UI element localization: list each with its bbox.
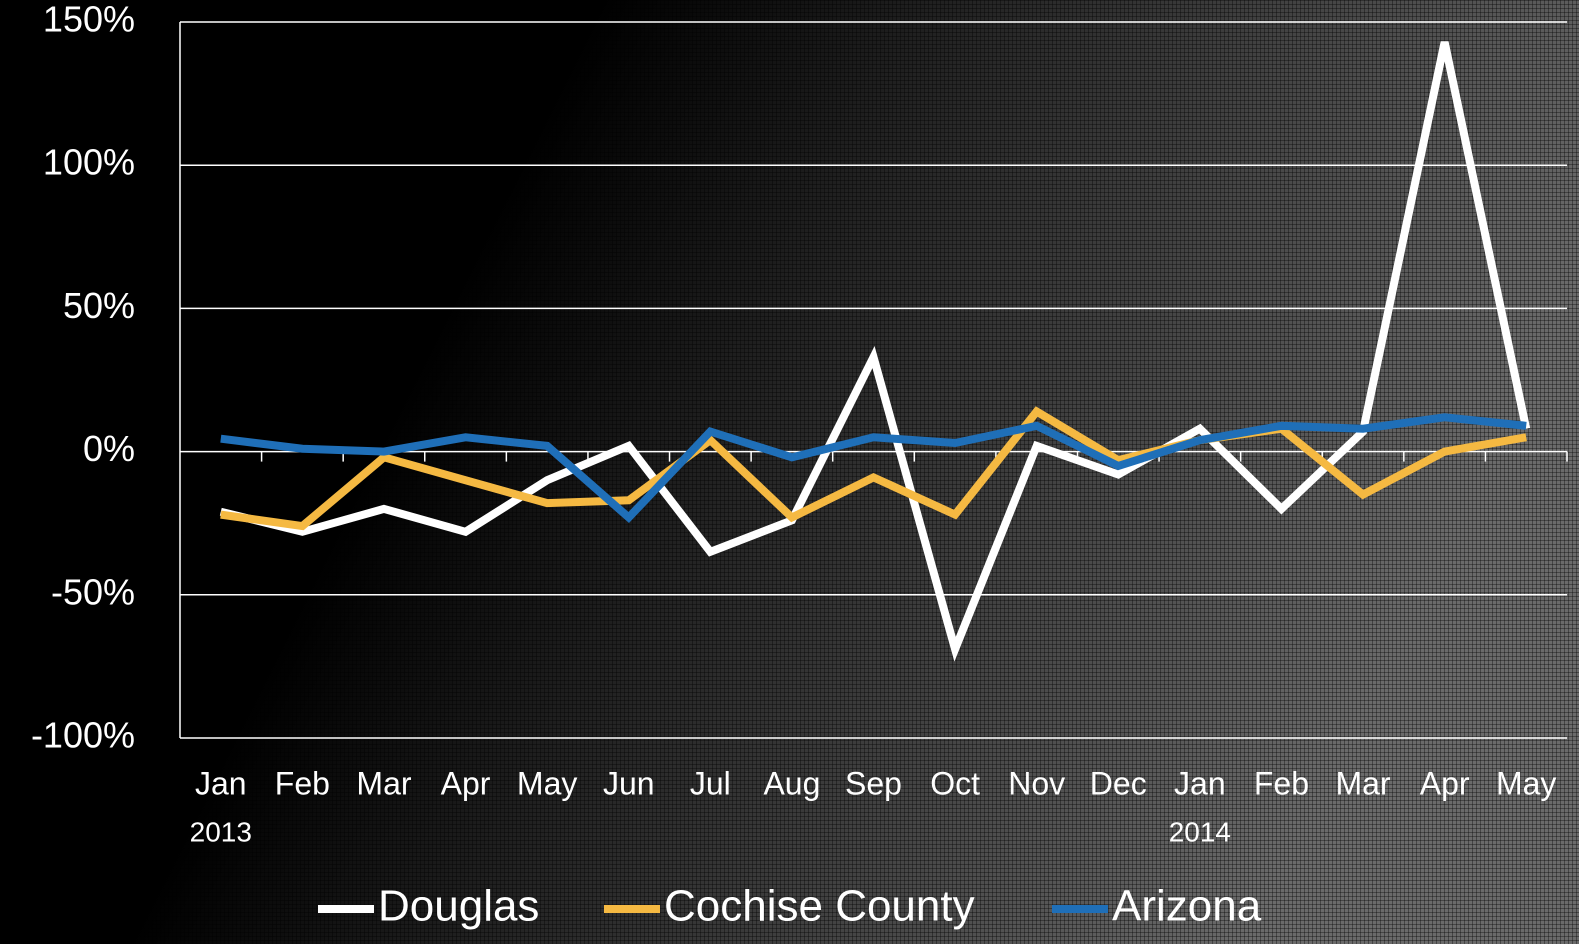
legend-label: Cochise County <box>664 882 975 931</box>
x-tick-label: May <box>1496 765 1556 801</box>
x-tick-label: Dec <box>1090 765 1147 801</box>
legend-label: Arizona <box>1112 882 1262 931</box>
x-tick-label: Aug <box>763 765 820 801</box>
x-year-label: 2014 <box>1169 816 1231 847</box>
x-tick-label: Sep <box>845 765 902 801</box>
x-tick-label: Jan <box>195 765 247 801</box>
x-tick-label: Apr <box>441 765 491 801</box>
legend-label: Douglas <box>378 882 539 931</box>
x-tick-label: Apr <box>1420 765 1470 801</box>
y-tick-label: 150% <box>43 0 135 40</box>
x-tick-label: Jul <box>690 765 731 801</box>
x-tick-label: Mar <box>1335 765 1390 801</box>
x-year-label: 2013 <box>190 816 252 847</box>
x-tick-label: May <box>517 765 577 801</box>
x-tick-label: Mar <box>356 765 411 801</box>
x-tick-label: Feb <box>275 765 330 801</box>
x-tick-label: Feb <box>1254 765 1309 801</box>
y-tick-label: -100% <box>31 715 135 756</box>
y-tick-label: 100% <box>43 142 135 183</box>
series-line <box>220 406 1527 531</box>
x-tick-label: Jun <box>603 765 655 801</box>
y-tick-label: 50% <box>63 285 135 326</box>
x-tick-label: Oct <box>930 765 980 801</box>
y-tick-label: -50% <box>51 571 135 612</box>
x-tick-label: Nov <box>1008 765 1065 801</box>
series-line <box>219 41 1531 662</box>
y-tick-label: 0% <box>83 428 135 469</box>
series-line <box>220 413 1527 524</box>
x-tick-label: Jan <box>1174 765 1226 801</box>
